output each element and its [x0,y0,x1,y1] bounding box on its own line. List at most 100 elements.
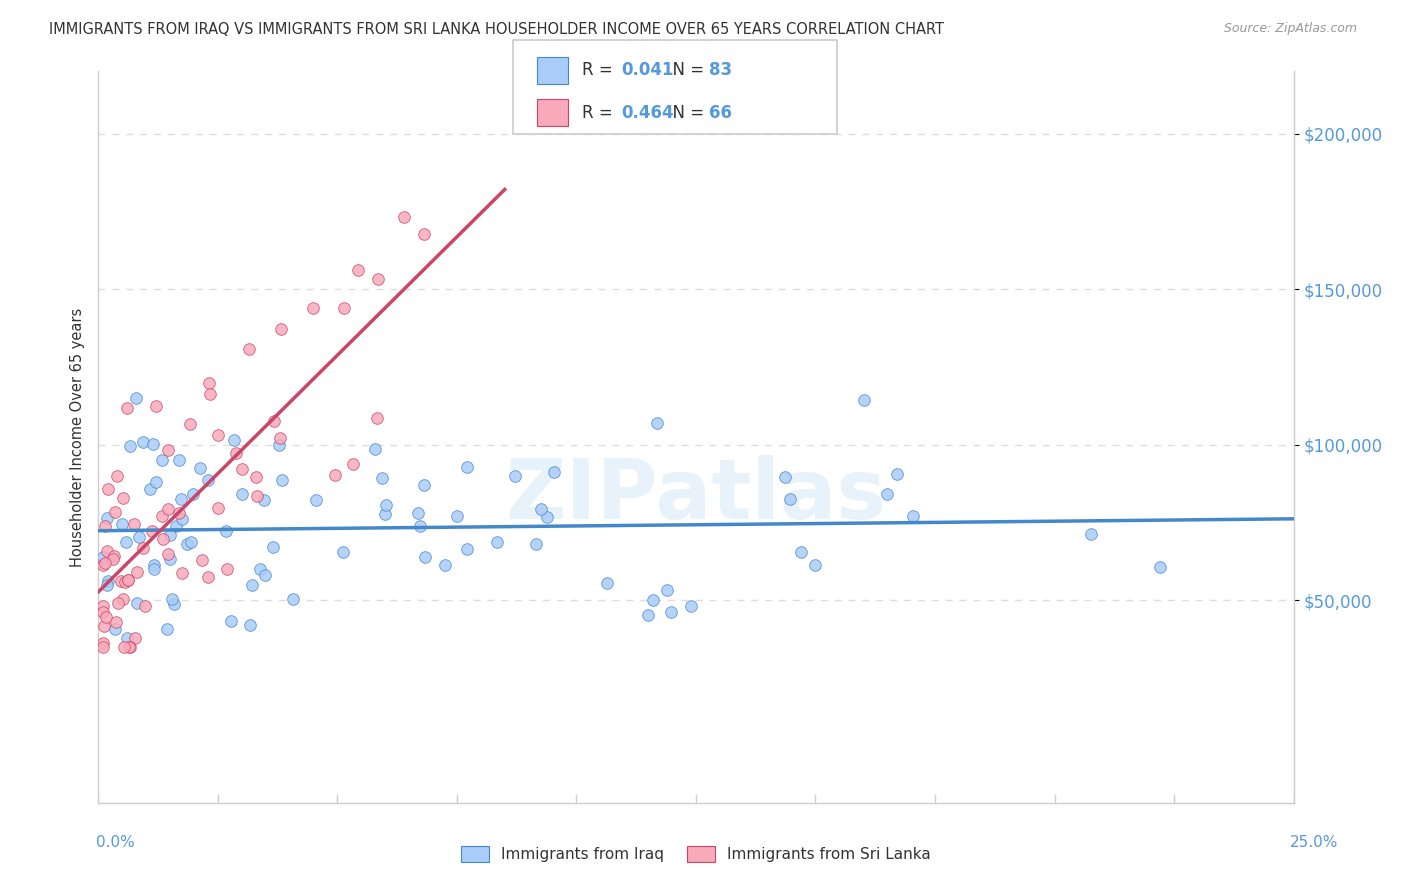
Point [302,301,325,316]
Point [886,467,908,481]
Point [91,558,114,572]
Point [342,457,364,471]
Point [145,475,167,490]
Point [269,431,291,445]
Text: 0.464: 0.464 [621,103,673,121]
Point [198,376,221,390]
Point [364,442,387,456]
Text: ZIPatlas: ZIPatlas [506,455,886,536]
Point [681,599,703,614]
Text: N =: N = [662,62,710,79]
Point [118,439,141,453]
Point [97,574,120,588]
Point [179,417,201,431]
Point [637,607,659,622]
Point [657,582,679,597]
Point [413,227,436,242]
Point [157,548,180,562]
Point [167,452,190,467]
Point [91,605,114,619]
Point [163,597,186,611]
Point [112,491,135,506]
Point [159,552,181,566]
Point [112,640,135,655]
Point [876,486,898,500]
Point [91,640,114,655]
Point [790,545,813,559]
Point [114,535,136,549]
Point [409,519,432,533]
Point [325,468,347,483]
Point [134,599,156,613]
Point [183,487,205,501]
Point [370,471,392,485]
Point [142,562,165,576]
Point [188,460,211,475]
Point [105,468,128,483]
Point [128,530,150,544]
Point [125,391,148,405]
Point [456,460,478,475]
Point [118,640,141,655]
Point [94,556,117,570]
Point [270,473,292,487]
Point [150,508,173,523]
Point [641,593,664,607]
Point [141,524,163,538]
Point [107,596,129,610]
Point [524,536,547,550]
Point [231,487,253,501]
Point [207,501,229,516]
Point [96,544,118,558]
Point [139,483,162,497]
Point [176,536,198,550]
Point [124,631,146,645]
Text: 66: 66 [709,103,731,121]
Text: IMMIGRANTS FROM IRAQ VS IMMIGRANTS FROM SRI LANKA HOUSEHOLDER INCOME OVER 65 YEA: IMMIGRANTS FROM IRAQ VS IMMIGRANTS FROM … [49,22,945,37]
Point [215,524,238,539]
Point [96,510,118,524]
Point [803,558,825,573]
Y-axis label: Householder Income Over 65 years: Householder Income Over 65 years [69,308,84,566]
Point [596,575,619,590]
Point [170,566,193,580]
Point [104,622,127,636]
Point [332,545,354,559]
Text: R =: R = [582,62,619,79]
Point [536,510,558,524]
Point [645,417,668,431]
Point [1149,560,1171,574]
Point [779,491,801,506]
Point [207,427,229,442]
Point [530,502,553,516]
Point [249,562,271,576]
Point [239,618,262,632]
Point [170,512,193,526]
Point [374,508,396,522]
Point [225,446,247,460]
Point [197,570,219,584]
Point [659,605,682,619]
Point [412,478,434,492]
Point [224,434,246,448]
Point [156,622,179,636]
Point [503,468,526,483]
Point [101,552,124,566]
Point [269,438,291,452]
Point [253,493,276,508]
Point [263,414,285,428]
Point [125,566,148,580]
Point [903,508,925,523]
Point [215,562,238,576]
Point [853,392,876,407]
Point [93,618,115,632]
Point [159,528,181,542]
Point [773,469,796,483]
Point [111,592,134,607]
Point [160,592,183,607]
Point [366,410,388,425]
Point [94,519,117,533]
Point [156,442,179,457]
Point [1080,527,1102,541]
Point [96,578,118,592]
